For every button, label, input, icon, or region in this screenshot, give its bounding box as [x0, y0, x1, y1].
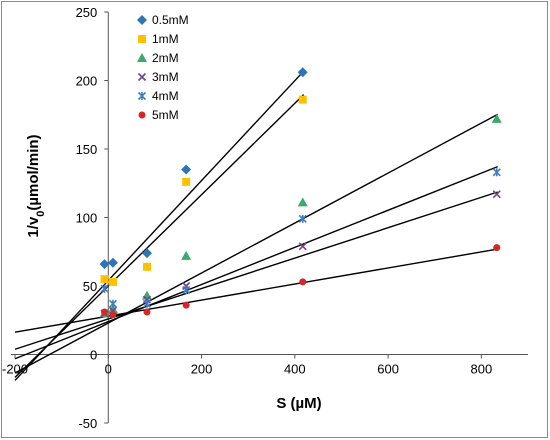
data-point-1mM	[100, 275, 109, 284]
legend-label-4mM: 4mM	[152, 89, 179, 103]
y-tick-label: 100	[76, 211, 98, 226]
data-point-0.5mM	[99, 259, 110, 270]
data-point-3mM	[298, 242, 307, 251]
data-point-5mM	[493, 244, 501, 252]
y-tick-label: 50	[83, 279, 97, 294]
legend-marker-0.5mM	[137, 15, 147, 25]
data-points-group	[99, 67, 502, 319]
y-axis-title-main: 1/v	[25, 216, 42, 238]
y-tick-label: -50	[78, 416, 97, 431]
data-point-4mM	[492, 168, 501, 177]
data-point-4mM	[182, 286, 191, 295]
fit-line-1mM	[14, 94, 305, 378]
data-point-5mM	[299, 278, 307, 286]
data-point-0.5mM	[297, 67, 308, 78]
data-point-2mM	[181, 250, 192, 260]
legend-label-3mM: 3mM	[152, 70, 179, 84]
legend-label-1mM: 1mM	[152, 32, 179, 46]
x-tick-label: 200	[191, 362, 213, 377]
axis-titles: S (µM) 1/v0(µmol/min)	[25, 134, 322, 412]
x-tick-label: 800	[471, 362, 493, 377]
data-point-5mM	[109, 311, 117, 319]
data-point-5mM	[182, 301, 190, 309]
y-axis-title-unit: (µmol/min)	[25, 134, 42, 210]
legend-label-0.5mM: 0.5mM	[152, 13, 189, 27]
legend-marker-5mM	[138, 111, 146, 119]
data-point-1mM	[142, 262, 151, 271]
fit-line-4mM	[14, 165, 498, 360]
y-tick-label: 250	[76, 5, 98, 20]
data-point-2mM	[491, 113, 502, 123]
fit-line-3mM	[14, 191, 498, 350]
legend: 0.5mM 1mM 2mM 3mM 4mM 5mM	[137, 13, 189, 122]
legend-marker-1mM	[138, 35, 146, 43]
y-axis-title-subscript: 0	[35, 211, 47, 217]
x-tick-label: 400	[284, 362, 306, 377]
data-point-5mM	[143, 308, 151, 316]
fit-line-5mM	[14, 248, 498, 333]
fit-line-0.5mM	[14, 70, 305, 381]
data-point-5mM	[101, 308, 109, 316]
data-point-1mM	[108, 277, 117, 286]
data-point-4mM	[298, 214, 307, 223]
legend-marker-4mM	[137, 91, 147, 101]
data-point-1mM	[298, 95, 307, 104]
data-point-0.5mM	[141, 248, 152, 259]
y-axis-title: 1/v0(µmol/min)	[25, 134, 47, 237]
y-tick-label: 150	[76, 142, 98, 157]
data-point-2mM	[297, 197, 308, 207]
data-point-0.5mM	[181, 164, 192, 175]
x-tick-label: 600	[377, 362, 399, 377]
data-point-4mM	[108, 299, 118, 308]
data-point-3mM	[492, 190, 501, 199]
data-point-2mM	[107, 304, 118, 314]
data-point-2mM	[141, 290, 152, 300]
y-tick-label: 0	[90, 348, 97, 363]
y-tick-label: 200	[76, 74, 98, 89]
legend-label-5mM: 5mM	[152, 108, 179, 122]
fit-line-2mM	[14, 113, 499, 374]
legend-label-2mM: 2mM	[152, 51, 179, 65]
x-axis-title: S (µM)	[276, 395, 321, 412]
fit-lines-group	[14, 70, 499, 381]
legend-marker-2mM	[137, 53, 147, 62]
data-point-1mM	[182, 177, 191, 186]
data-point-4mM	[142, 299, 152, 308]
legend-marker-3mM	[137, 72, 147, 82]
data-point-4mM	[100, 284, 109, 293]
x-tick-label: 0	[105, 362, 112, 377]
data-point-0.5mM	[107, 257, 118, 268]
